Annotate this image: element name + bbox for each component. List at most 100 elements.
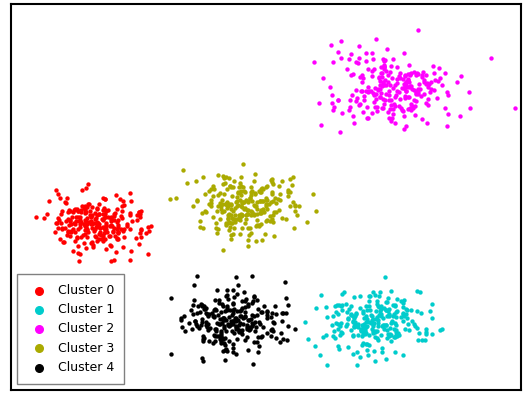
Point <box>211 338 219 344</box>
Point <box>289 198 297 205</box>
Point <box>387 75 396 81</box>
Point <box>54 215 62 221</box>
Point <box>412 98 420 104</box>
Point <box>338 330 346 337</box>
Point <box>276 330 285 336</box>
Point <box>268 326 277 332</box>
Point <box>238 212 247 218</box>
Point <box>86 207 94 214</box>
Point <box>214 226 222 233</box>
Point <box>357 88 366 94</box>
Point <box>406 72 414 78</box>
Point <box>233 308 241 314</box>
Point <box>275 207 283 213</box>
Point <box>227 184 235 190</box>
Point <box>213 328 221 334</box>
Point <box>332 301 341 308</box>
Point <box>213 320 221 326</box>
Point <box>99 211 107 217</box>
Point <box>232 325 241 332</box>
Point <box>76 234 85 240</box>
Point <box>99 195 107 201</box>
Point <box>369 316 377 322</box>
Point <box>210 307 218 313</box>
Point <box>217 203 226 209</box>
Point <box>398 84 407 91</box>
Point <box>453 78 461 85</box>
Point <box>388 318 397 325</box>
Point <box>370 65 378 72</box>
Point <box>406 70 414 77</box>
Point <box>415 81 423 88</box>
Point <box>235 322 244 328</box>
Point <box>221 220 230 226</box>
Point <box>95 211 104 217</box>
Point <box>352 349 361 355</box>
Point <box>203 322 211 328</box>
Point <box>391 302 399 308</box>
Point <box>166 196 174 202</box>
Point <box>377 310 385 317</box>
Point <box>262 309 271 316</box>
Point <box>330 103 338 110</box>
Point <box>429 87 438 94</box>
Point <box>221 335 229 341</box>
Point <box>106 223 114 229</box>
Point <box>209 183 217 189</box>
Point <box>412 325 421 331</box>
Point <box>291 202 299 209</box>
Point <box>254 349 262 355</box>
Point <box>80 205 88 211</box>
Point <box>209 340 217 346</box>
Point <box>351 310 360 317</box>
Point <box>267 333 275 339</box>
Point <box>93 238 102 244</box>
Point <box>220 315 228 321</box>
Point <box>235 327 244 334</box>
Point <box>247 207 256 214</box>
Point <box>290 224 298 231</box>
Point <box>367 319 376 326</box>
Point <box>82 224 90 230</box>
Point <box>250 294 258 300</box>
Point <box>64 228 73 234</box>
Point <box>82 218 90 224</box>
Point <box>120 234 128 240</box>
Point <box>233 194 241 200</box>
Point <box>349 319 358 325</box>
Point <box>390 103 399 109</box>
Point <box>413 71 422 77</box>
Point <box>119 244 127 250</box>
Point <box>118 215 126 222</box>
Point <box>66 233 74 239</box>
Point <box>369 56 378 62</box>
Point <box>76 251 84 257</box>
Point <box>349 70 358 77</box>
Point <box>213 229 221 236</box>
Point <box>224 322 232 328</box>
Point <box>64 209 73 215</box>
Point <box>359 109 367 115</box>
Point <box>87 213 96 219</box>
Point <box>217 330 226 336</box>
Point <box>308 191 317 198</box>
Point <box>257 209 265 216</box>
Point <box>95 220 104 227</box>
Point <box>227 317 235 324</box>
Point <box>84 229 93 235</box>
Point <box>421 81 430 87</box>
Point <box>428 301 437 308</box>
Point <box>392 327 400 333</box>
Point <box>202 319 210 325</box>
Point <box>52 187 60 193</box>
Point <box>223 307 231 313</box>
Point <box>225 227 234 233</box>
Point <box>346 327 355 333</box>
Point <box>251 223 260 229</box>
Point <box>257 207 265 214</box>
Point <box>126 212 135 218</box>
Point <box>71 206 79 212</box>
Point <box>193 323 201 329</box>
Point <box>365 88 373 94</box>
Point <box>73 243 82 249</box>
